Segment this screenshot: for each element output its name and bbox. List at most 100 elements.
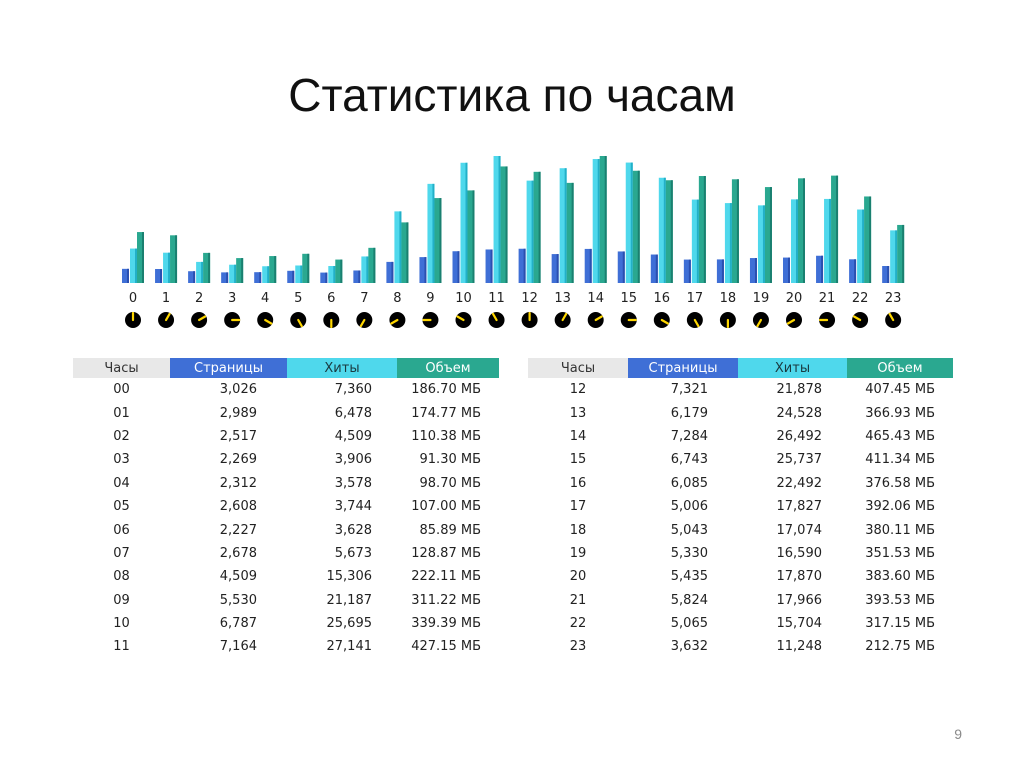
cell-pages: 5,043 — [670, 522, 708, 538]
bar-pages — [188, 271, 196, 283]
bar-volume — [533, 171, 541, 283]
cell-hits: 24,528 — [776, 405, 823, 421]
cell-hits: 17,827 — [776, 499, 823, 515]
bar-volume — [137, 232, 144, 283]
tick-label: 20 — [786, 291, 803, 306]
clock-icon — [191, 312, 208, 328]
bar-pages — [551, 254, 559, 283]
clock-icon — [554, 312, 571, 328]
bar-hits — [460, 162, 468, 283]
table-row: 06 2,227 3,628 85.89 МБ — [73, 518, 499, 541]
cell-hour: 12 — [569, 382, 587, 398]
table-body: 00 3,026 7,360 186.70 МБ 01 2,989 6,478 174.77 … — [73, 378, 499, 659]
cell-hits: 3,906 — [334, 452, 372, 468]
bar-pages — [353, 270, 361, 283]
bar-volume-shade — [670, 180, 673, 283]
clock-icon — [521, 311, 538, 328]
tick-label: 14 — [587, 291, 604, 306]
clock-icon — [290, 312, 307, 328]
tick-label: 7 — [360, 291, 368, 306]
cell-hour: 23 — [569, 639, 587, 655]
table-row: 23 3,632 11,248 212.75 МБ — [528, 635, 953, 658]
bar-hits — [229, 264, 237, 283]
bar-hits — [824, 198, 832, 283]
bar-hits — [691, 199, 699, 283]
table-row: 20 5,435 17,870 383.60 МБ — [528, 565, 953, 588]
cell-hits: 6,478 — [334, 405, 372, 421]
bar-volume — [798, 178, 805, 283]
clock-icon — [686, 312, 703, 328]
bar-hits-shade — [564, 168, 567, 283]
table-body: 12 7,321 21,878 407.45 МБ 13 6,179 24,528 366.9… — [528, 378, 953, 659]
cell-hits: 15,704 — [776, 616, 823, 632]
cell-pages: 7,164 — [219, 639, 257, 655]
bar-pages — [882, 266, 890, 283]
cell-pages: 3,026 — [219, 382, 257, 398]
cell-hour: 13 — [569, 405, 587, 421]
bar-hits-shade — [432, 183, 435, 283]
tick-label: 8 — [393, 291, 401, 306]
cell-pages: 2,678 — [219, 545, 257, 561]
clock-icon — [653, 312, 670, 328]
tick-label: 21 — [819, 291, 836, 306]
tick-label: 2 — [195, 291, 203, 306]
bar-hits-shade — [168, 252, 171, 283]
bar-volume — [401, 222, 409, 283]
bar-hits-shade — [465, 162, 468, 283]
cell-volume: 222.11 МБ — [411, 569, 481, 585]
bar-hits-shade — [333, 266, 336, 283]
clock-icon — [885, 312, 902, 328]
bar-hits — [262, 266, 270, 283]
bar-volume — [566, 182, 574, 283]
tick-label: 11 — [488, 291, 505, 306]
cell-pages: 2,608 — [219, 499, 257, 515]
cell-pages: 5,530 — [219, 592, 257, 608]
clock-icon — [224, 312, 241, 328]
cell-volume: 411.34 МБ — [865, 452, 935, 468]
cell-pages: 5,824 — [670, 592, 708, 608]
bar-pages — [221, 272, 229, 283]
bar-hits-shade — [399, 211, 402, 283]
bar-hits — [295, 265, 303, 283]
page-number: 9 — [954, 726, 962, 742]
bar-pages — [716, 259, 724, 283]
table-row: 10 6,787 25,695 339.39 МБ — [73, 612, 499, 635]
cell-hour: 17 — [569, 499, 587, 515]
cell-pages: 2,312 — [219, 475, 257, 491]
bar-hits — [427, 183, 435, 283]
column-header-volume: Объем — [847, 358, 953, 378]
bar-pages — [254, 272, 262, 283]
bar-volume — [500, 166, 508, 283]
bar-volume — [335, 259, 343, 283]
cell-hits: 25,737 — [776, 452, 823, 468]
bar-volume — [170, 235, 178, 283]
cell-hits: 3,744 — [334, 499, 372, 515]
bar-hits-shade — [531, 180, 534, 283]
cell-volume: 380.11 МБ — [865, 522, 935, 538]
bar-volume-shade — [769, 187, 772, 283]
bar-pages — [155, 269, 163, 283]
cell-pages: 7,284 — [670, 428, 708, 444]
bar-volume-shade — [274, 256, 277, 283]
bar-pages — [650, 254, 658, 283]
bar-volume-shade — [142, 232, 144, 283]
column-header-hours: Часы — [73, 358, 170, 378]
bar-hits-shade — [729, 203, 732, 283]
cell-pages: 6,179 — [670, 405, 708, 421]
bar-volume — [302, 253, 310, 283]
cell-hour: 21 — [569, 592, 587, 608]
bar-hits-shade — [696, 199, 699, 283]
table-row: 08 4,509 15,306 222.11 МБ — [73, 565, 499, 588]
cell-hour: 04 — [113, 475, 130, 491]
cell-volume: 186.70 МБ — [411, 382, 481, 398]
table-header-row: Часы Страницы Хиты Объем — [73, 358, 499, 378]
bar-volume — [467, 190, 475, 283]
cell-pages: 6,085 — [670, 475, 708, 491]
stats-table-left: Часы Страницы Хиты Объем 00 3,026 7,360 186… — [73, 358, 499, 659]
bar-pages-shade — [325, 272, 328, 283]
tick-label: 13 — [554, 291, 571, 306]
bar-hits — [890, 230, 898, 283]
cell-pages: 2,269 — [219, 452, 257, 468]
bar-pages-shade — [887, 266, 890, 283]
cell-pages: 5,006 — [670, 499, 708, 515]
